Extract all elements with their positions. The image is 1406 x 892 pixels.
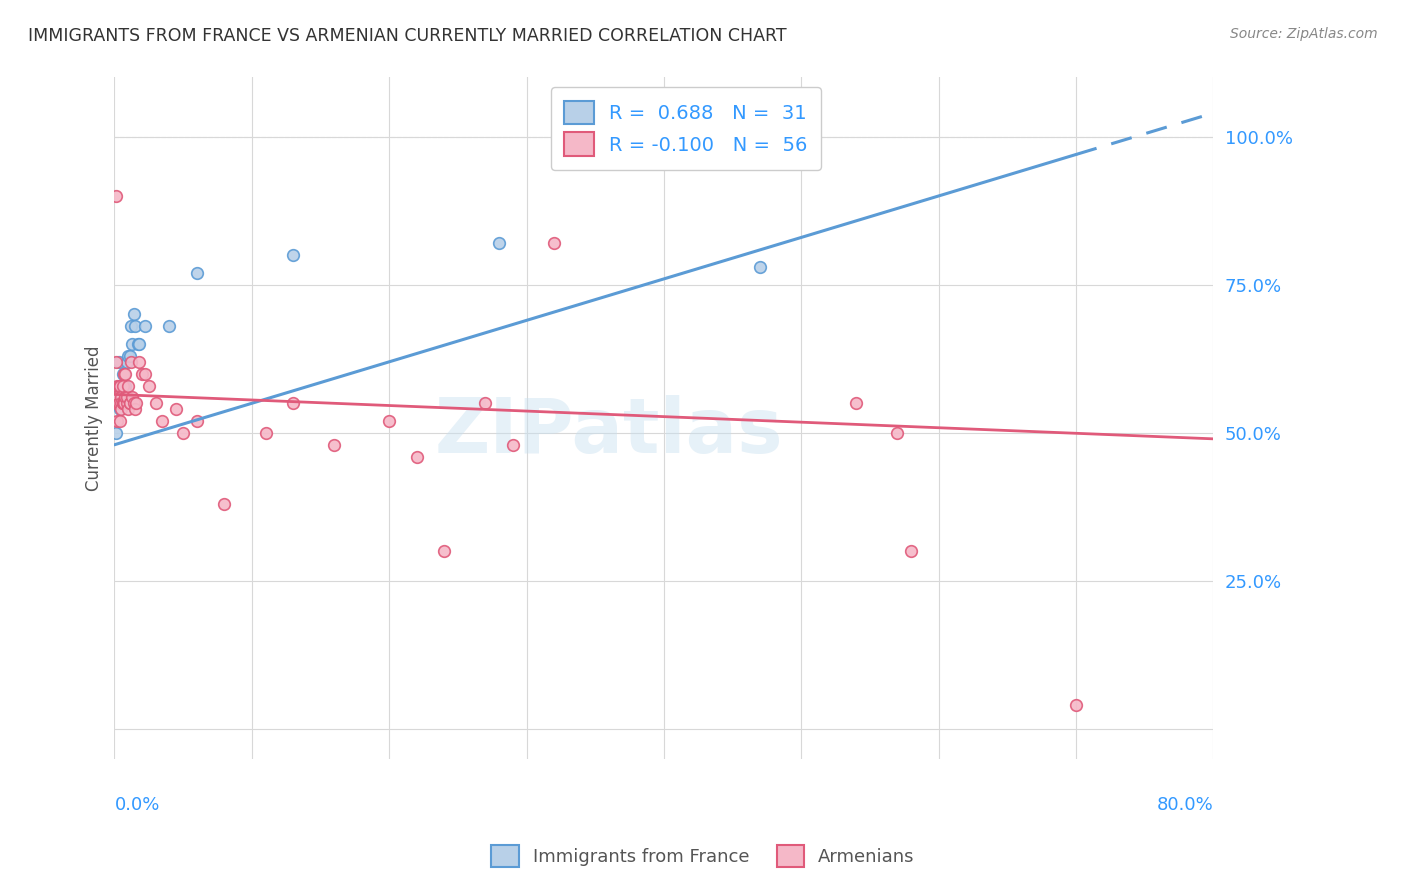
Point: [115, 396, 138, 410]
Point: [104, 396, 127, 410]
Point: [117, 378, 139, 392]
Point: [111, 378, 134, 392]
Point: [124, 319, 146, 334]
Point: [118, 396, 141, 410]
Point: [104, 355, 127, 369]
Point: [134, 367, 156, 381]
Point: [117, 396, 139, 410]
Point: [281, 396, 304, 410]
Point: [128, 355, 150, 369]
Point: [111, 396, 134, 410]
Point: [105, 378, 128, 392]
Point: [378, 414, 401, 428]
Point: [1064, 698, 1087, 713]
Point: [128, 337, 150, 351]
Point: [145, 396, 167, 410]
Point: [121, 390, 143, 404]
Point: [108, 402, 131, 417]
Legend: Immigrants from France, Armenians: Immigrants from France, Armenians: [484, 838, 922, 874]
Point: [110, 390, 132, 404]
Point: [105, 414, 128, 428]
Point: [112, 378, 135, 392]
Point: [433, 544, 456, 558]
Point: [122, 396, 145, 410]
Point: [121, 337, 143, 351]
Point: [118, 349, 141, 363]
Point: [186, 414, 208, 428]
Text: 80.0%: 80.0%: [1157, 797, 1213, 814]
Point: [117, 402, 139, 417]
Point: [900, 544, 922, 558]
Point: [110, 396, 132, 410]
Point: [115, 390, 138, 404]
Point: [114, 367, 136, 381]
Point: [111, 378, 134, 392]
Point: [323, 438, 346, 452]
Point: [105, 384, 128, 399]
Point: [502, 438, 524, 452]
Point: [111, 367, 134, 381]
Point: [107, 378, 129, 392]
Point: [120, 355, 142, 369]
Point: [254, 425, 277, 440]
Point: [110, 402, 132, 417]
Point: [172, 425, 194, 440]
Point: [110, 396, 132, 410]
Point: [405, 450, 427, 464]
Point: [112, 367, 135, 381]
Point: [105, 390, 128, 404]
Point: [120, 319, 142, 334]
Point: [152, 414, 174, 428]
Point: [112, 396, 135, 410]
Point: [107, 396, 129, 410]
Point: [186, 266, 208, 280]
Point: [112, 390, 135, 404]
Point: [749, 260, 772, 274]
Point: [138, 378, 160, 392]
Point: [165, 402, 187, 417]
Point: [845, 396, 868, 410]
Text: Source: ZipAtlas.com: Source: ZipAtlas.com: [1230, 27, 1378, 41]
Point: [105, 390, 128, 404]
Point: [543, 236, 565, 251]
Point: [488, 236, 510, 251]
Point: [114, 378, 136, 392]
Point: [108, 384, 131, 399]
Point: [104, 189, 127, 203]
Point: [107, 355, 129, 369]
Point: [110, 396, 132, 410]
Point: [474, 396, 496, 410]
Point: [117, 349, 139, 363]
Point: [112, 396, 135, 410]
Point: [107, 390, 129, 404]
Point: [108, 378, 131, 392]
Point: [108, 414, 131, 428]
Point: [886, 425, 908, 440]
Point: [124, 402, 146, 417]
Point: [115, 355, 138, 369]
Y-axis label: Currently Married: Currently Married: [86, 345, 103, 491]
Point: [118, 396, 141, 410]
Point: [114, 384, 136, 399]
Text: IMMIGRANTS FROM FRANCE VS ARMENIAN CURRENTLY MARRIED CORRELATION CHART: IMMIGRANTS FROM FRANCE VS ARMENIAN CURRE…: [28, 27, 787, 45]
Point: [131, 367, 153, 381]
Point: [127, 337, 149, 351]
Point: [111, 396, 134, 410]
Point: [107, 396, 129, 410]
Legend: R =  0.688   N =  31, R = -0.100   N =  56: R = 0.688 N = 31, R = -0.100 N = 56: [551, 87, 821, 169]
Point: [214, 497, 236, 511]
Text: 0.0%: 0.0%: [114, 797, 160, 814]
Text: ZIPatlas: ZIPatlas: [434, 395, 783, 468]
Point: [114, 390, 136, 404]
Point: [122, 307, 145, 321]
Point: [157, 319, 180, 334]
Point: [134, 319, 156, 334]
Point: [125, 396, 148, 410]
Point: [281, 248, 304, 262]
Point: [104, 425, 127, 440]
